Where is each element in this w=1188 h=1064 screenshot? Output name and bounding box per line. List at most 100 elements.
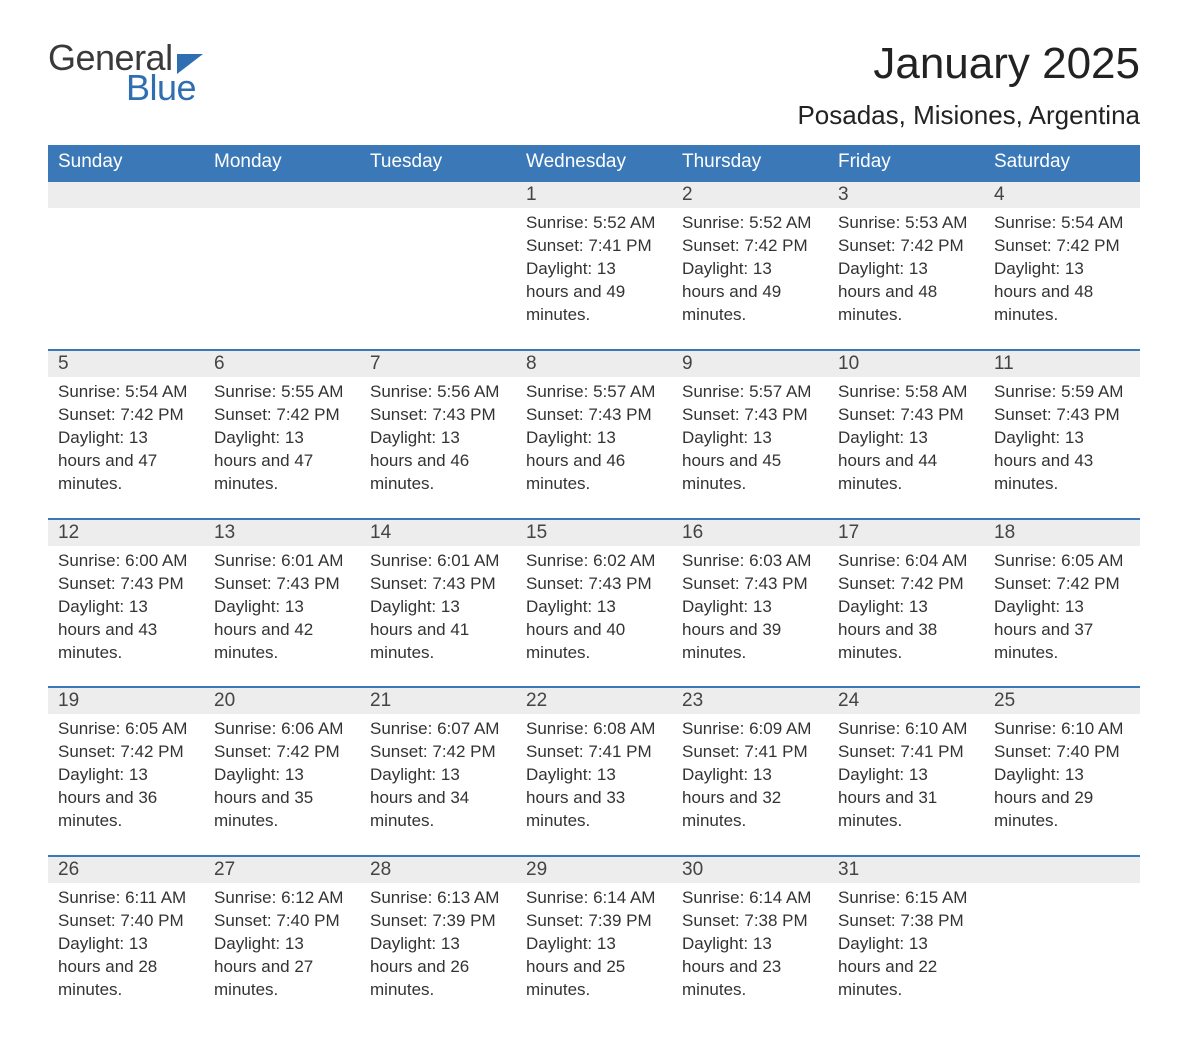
day-body: Sunrise: 6:14 AMSunset: 7:39 PMDaylight:… — [516, 883, 672, 1002]
sunset-line: Sunset: 7:43 PM — [214, 573, 350, 596]
day-cell: 28Sunrise: 6:13 AMSunset: 7:39 PMDayligh… — [360, 857, 516, 1024]
day-number: 10 — [828, 351, 984, 377]
daylight-line: Daylight: 13 hours and 48 minutes. — [994, 258, 1130, 327]
daylight-line: Daylight: 13 hours and 29 minutes. — [994, 764, 1130, 833]
weekday-header-row: SundayMondayTuesdayWednesdayThursdayFrid… — [48, 145, 1140, 180]
day-body: Sunrise: 6:07 AMSunset: 7:42 PMDaylight:… — [360, 714, 516, 833]
day-number: 26 — [48, 857, 204, 883]
sunrise-line: Sunrise: 5:53 AM — [838, 212, 974, 235]
header: General Blue January 2025 Posadas, Misio… — [48, 40, 1140, 131]
day-number: 11 — [984, 351, 1140, 377]
sunrise-line: Sunrise: 6:08 AM — [526, 718, 662, 741]
day-body: Sunrise: 6:12 AMSunset: 7:40 PMDaylight:… — [204, 883, 360, 1002]
sunset-line: Sunset: 7:42 PM — [214, 741, 350, 764]
weeks-container: 1Sunrise: 5:52 AMSunset: 7:41 PMDaylight… — [48, 180, 1140, 1023]
title-block: January 2025 Posadas, Misiones, Argentin… — [797, 40, 1140, 131]
sunset-line: Sunset: 7:42 PM — [838, 235, 974, 258]
daylight-line: Daylight: 13 hours and 49 minutes. — [682, 258, 818, 327]
day-number: 19 — [48, 688, 204, 714]
sunrise-line: Sunrise: 5:58 AM — [838, 381, 974, 404]
day-body: Sunrise: 6:14 AMSunset: 7:38 PMDaylight:… — [672, 883, 828, 1002]
week-row: 5Sunrise: 5:54 AMSunset: 7:42 PMDaylight… — [48, 349, 1140, 518]
day-number: 22 — [516, 688, 672, 714]
sunset-line: Sunset: 7:42 PM — [682, 235, 818, 258]
day-number: 16 — [672, 520, 828, 546]
week-row: 1Sunrise: 5:52 AMSunset: 7:41 PMDaylight… — [48, 180, 1140, 349]
day-cell: 25Sunrise: 6:10 AMSunset: 7:40 PMDayligh… — [984, 688, 1140, 855]
daylight-line: Daylight: 13 hours and 44 minutes. — [838, 427, 974, 496]
day-body: Sunrise: 6:10 AMSunset: 7:40 PMDaylight:… — [984, 714, 1140, 833]
day-number: 13 — [204, 520, 360, 546]
day-body: Sunrise: 6:09 AMSunset: 7:41 PMDaylight:… — [672, 714, 828, 833]
day-cell: 13Sunrise: 6:01 AMSunset: 7:43 PMDayligh… — [204, 520, 360, 687]
sunrise-line: Sunrise: 5:52 AM — [682, 212, 818, 235]
day-number: 2 — [672, 182, 828, 208]
sunset-line: Sunset: 7:43 PM — [682, 404, 818, 427]
sunset-line: Sunset: 7:38 PM — [682, 910, 818, 933]
day-number: 20 — [204, 688, 360, 714]
weekday-label: Wednesday — [516, 145, 672, 180]
sunrise-line: Sunrise: 5:52 AM — [526, 212, 662, 235]
daylight-line: Daylight: 13 hours and 25 minutes. — [526, 933, 662, 1002]
day-cell: 26Sunrise: 6:11 AMSunset: 7:40 PMDayligh… — [48, 857, 204, 1024]
weekday-label: Sunday — [48, 145, 204, 180]
day-body: Sunrise: 6:08 AMSunset: 7:41 PMDaylight:… — [516, 714, 672, 833]
day-number: 7 — [360, 351, 516, 377]
day-body: Sunrise: 5:54 AMSunset: 7:42 PMDaylight:… — [48, 377, 204, 496]
day-number: 30 — [672, 857, 828, 883]
daylight-line: Daylight: 13 hours and 35 minutes. — [214, 764, 350, 833]
sunrise-line: Sunrise: 6:14 AM — [682, 887, 818, 910]
daylight-line: Daylight: 13 hours and 39 minutes. — [682, 596, 818, 665]
sunset-line: Sunset: 7:42 PM — [838, 573, 974, 596]
day-body: Sunrise: 6:05 AMSunset: 7:42 PMDaylight:… — [984, 546, 1140, 665]
sunset-line: Sunset: 7:40 PM — [994, 741, 1130, 764]
calendar: SundayMondayTuesdayWednesdayThursdayFrid… — [48, 145, 1140, 1023]
sunset-line: Sunset: 7:41 PM — [682, 741, 818, 764]
weekday-label: Tuesday — [360, 145, 516, 180]
sunset-line: Sunset: 7:41 PM — [526, 235, 662, 258]
day-cell: 8Sunrise: 5:57 AMSunset: 7:43 PMDaylight… — [516, 351, 672, 518]
daylight-line: Daylight: 13 hours and 46 minutes. — [370, 427, 506, 496]
sunrise-line: Sunrise: 5:55 AM — [214, 381, 350, 404]
daylight-line: Daylight: 13 hours and 37 minutes. — [994, 596, 1130, 665]
day-body: Sunrise: 5:52 AMSunset: 7:42 PMDaylight:… — [672, 208, 828, 327]
daylight-line: Daylight: 13 hours and 23 minutes. — [682, 933, 818, 1002]
sunset-line: Sunset: 7:43 PM — [682, 573, 818, 596]
day-number: 18 — [984, 520, 1140, 546]
sunrise-line: Sunrise: 6:13 AM — [370, 887, 506, 910]
sunrise-line: Sunrise: 5:57 AM — [682, 381, 818, 404]
weekday-label: Thursday — [672, 145, 828, 180]
sunset-line: Sunset: 7:40 PM — [214, 910, 350, 933]
day-body: Sunrise: 6:10 AMSunset: 7:41 PMDaylight:… — [828, 714, 984, 833]
daylight-line: Daylight: 13 hours and 41 minutes. — [370, 596, 506, 665]
weekday-label: Saturday — [984, 145, 1140, 180]
day-cell — [48, 182, 204, 349]
day-cell: 3Sunrise: 5:53 AMSunset: 7:42 PMDaylight… — [828, 182, 984, 349]
sunrise-line: Sunrise: 6:11 AM — [58, 887, 194, 910]
sunrise-line: Sunrise: 5:57 AM — [526, 381, 662, 404]
day-number: 25 — [984, 688, 1140, 714]
sunset-line: Sunset: 7:43 PM — [370, 404, 506, 427]
sunset-line: Sunset: 7:42 PM — [214, 404, 350, 427]
daylight-line: Daylight: 13 hours and 34 minutes. — [370, 764, 506, 833]
day-cell: 17Sunrise: 6:04 AMSunset: 7:42 PMDayligh… — [828, 520, 984, 687]
day-cell — [984, 857, 1140, 1024]
day-number: 8 — [516, 351, 672, 377]
daylight-line: Daylight: 13 hours and 43 minutes. — [58, 596, 194, 665]
day-cell: 2Sunrise: 5:52 AMSunset: 7:42 PMDaylight… — [672, 182, 828, 349]
day-cell: 31Sunrise: 6:15 AMSunset: 7:38 PMDayligh… — [828, 857, 984, 1024]
day-body: Sunrise: 6:15 AMSunset: 7:38 PMDaylight:… — [828, 883, 984, 1002]
sunset-line: Sunset: 7:43 PM — [994, 404, 1130, 427]
week-row: 12Sunrise: 6:00 AMSunset: 7:43 PMDayligh… — [48, 518, 1140, 687]
daylight-line: Daylight: 13 hours and 43 minutes. — [994, 427, 1130, 496]
day-number: 23 — [672, 688, 828, 714]
sunrise-line: Sunrise: 6:03 AM — [682, 550, 818, 573]
day-cell: 4Sunrise: 5:54 AMSunset: 7:42 PMDaylight… — [984, 182, 1140, 349]
daylight-line: Daylight: 13 hours and 22 minutes. — [838, 933, 974, 1002]
daylight-line: Daylight: 13 hours and 40 minutes. — [526, 596, 662, 665]
sunrise-line: Sunrise: 6:05 AM — [994, 550, 1130, 573]
day-cell: 23Sunrise: 6:09 AMSunset: 7:41 PMDayligh… — [672, 688, 828, 855]
sunrise-line: Sunrise: 6:07 AM — [370, 718, 506, 741]
sunrise-line: Sunrise: 5:59 AM — [994, 381, 1130, 404]
day-body: Sunrise: 5:59 AMSunset: 7:43 PMDaylight:… — [984, 377, 1140, 496]
